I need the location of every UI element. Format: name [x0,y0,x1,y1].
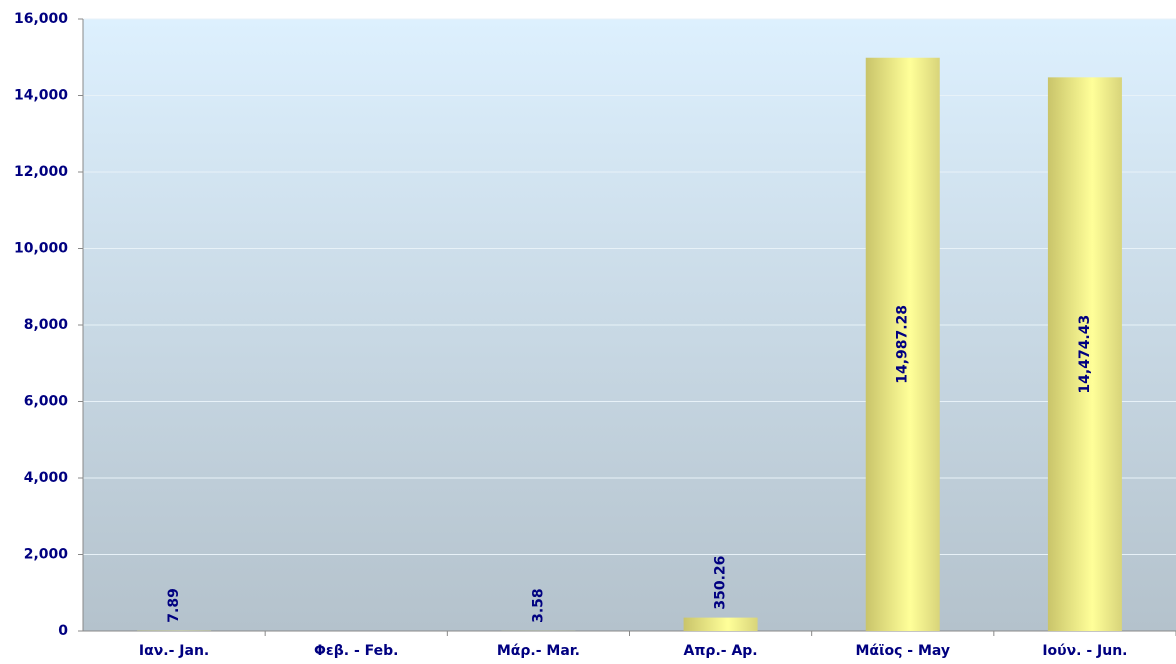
y-tick-label: 14,000 [14,88,68,104]
data-label: 14,474.43 [1077,315,1093,394]
data-label: 7.89 [166,588,182,623]
data-label: 350.26 [713,556,729,610]
y-tick-label: 12,000 [14,164,68,180]
y-tick-label: 4,000 [24,470,69,486]
y-tick-label: 16,000 [14,11,68,27]
x-tick-label: Μάρ.- Mar. [497,643,580,659]
x-tick-label: Απρ.- Ap. [684,643,758,659]
x-tick-label: Φεβ. - Feb. [314,643,398,659]
y-tick-label: 8,000 [24,317,69,333]
y-tick-label: 10,000 [14,241,68,257]
bar [684,618,758,631]
x-tick-label: Ιούν. - Jun. [1042,643,1127,659]
y-tick-label: 2,000 [24,547,69,563]
x-tick-label: Ιαν.- Jan. [139,643,209,659]
y-tick-label: 0 [58,623,68,639]
data-label: 3.58 [530,588,546,623]
y-tick-label: 6,000 [24,394,69,410]
data-label: 14,987.28 [895,305,911,384]
x-tick-label: Μάϊος - May [855,643,950,659]
